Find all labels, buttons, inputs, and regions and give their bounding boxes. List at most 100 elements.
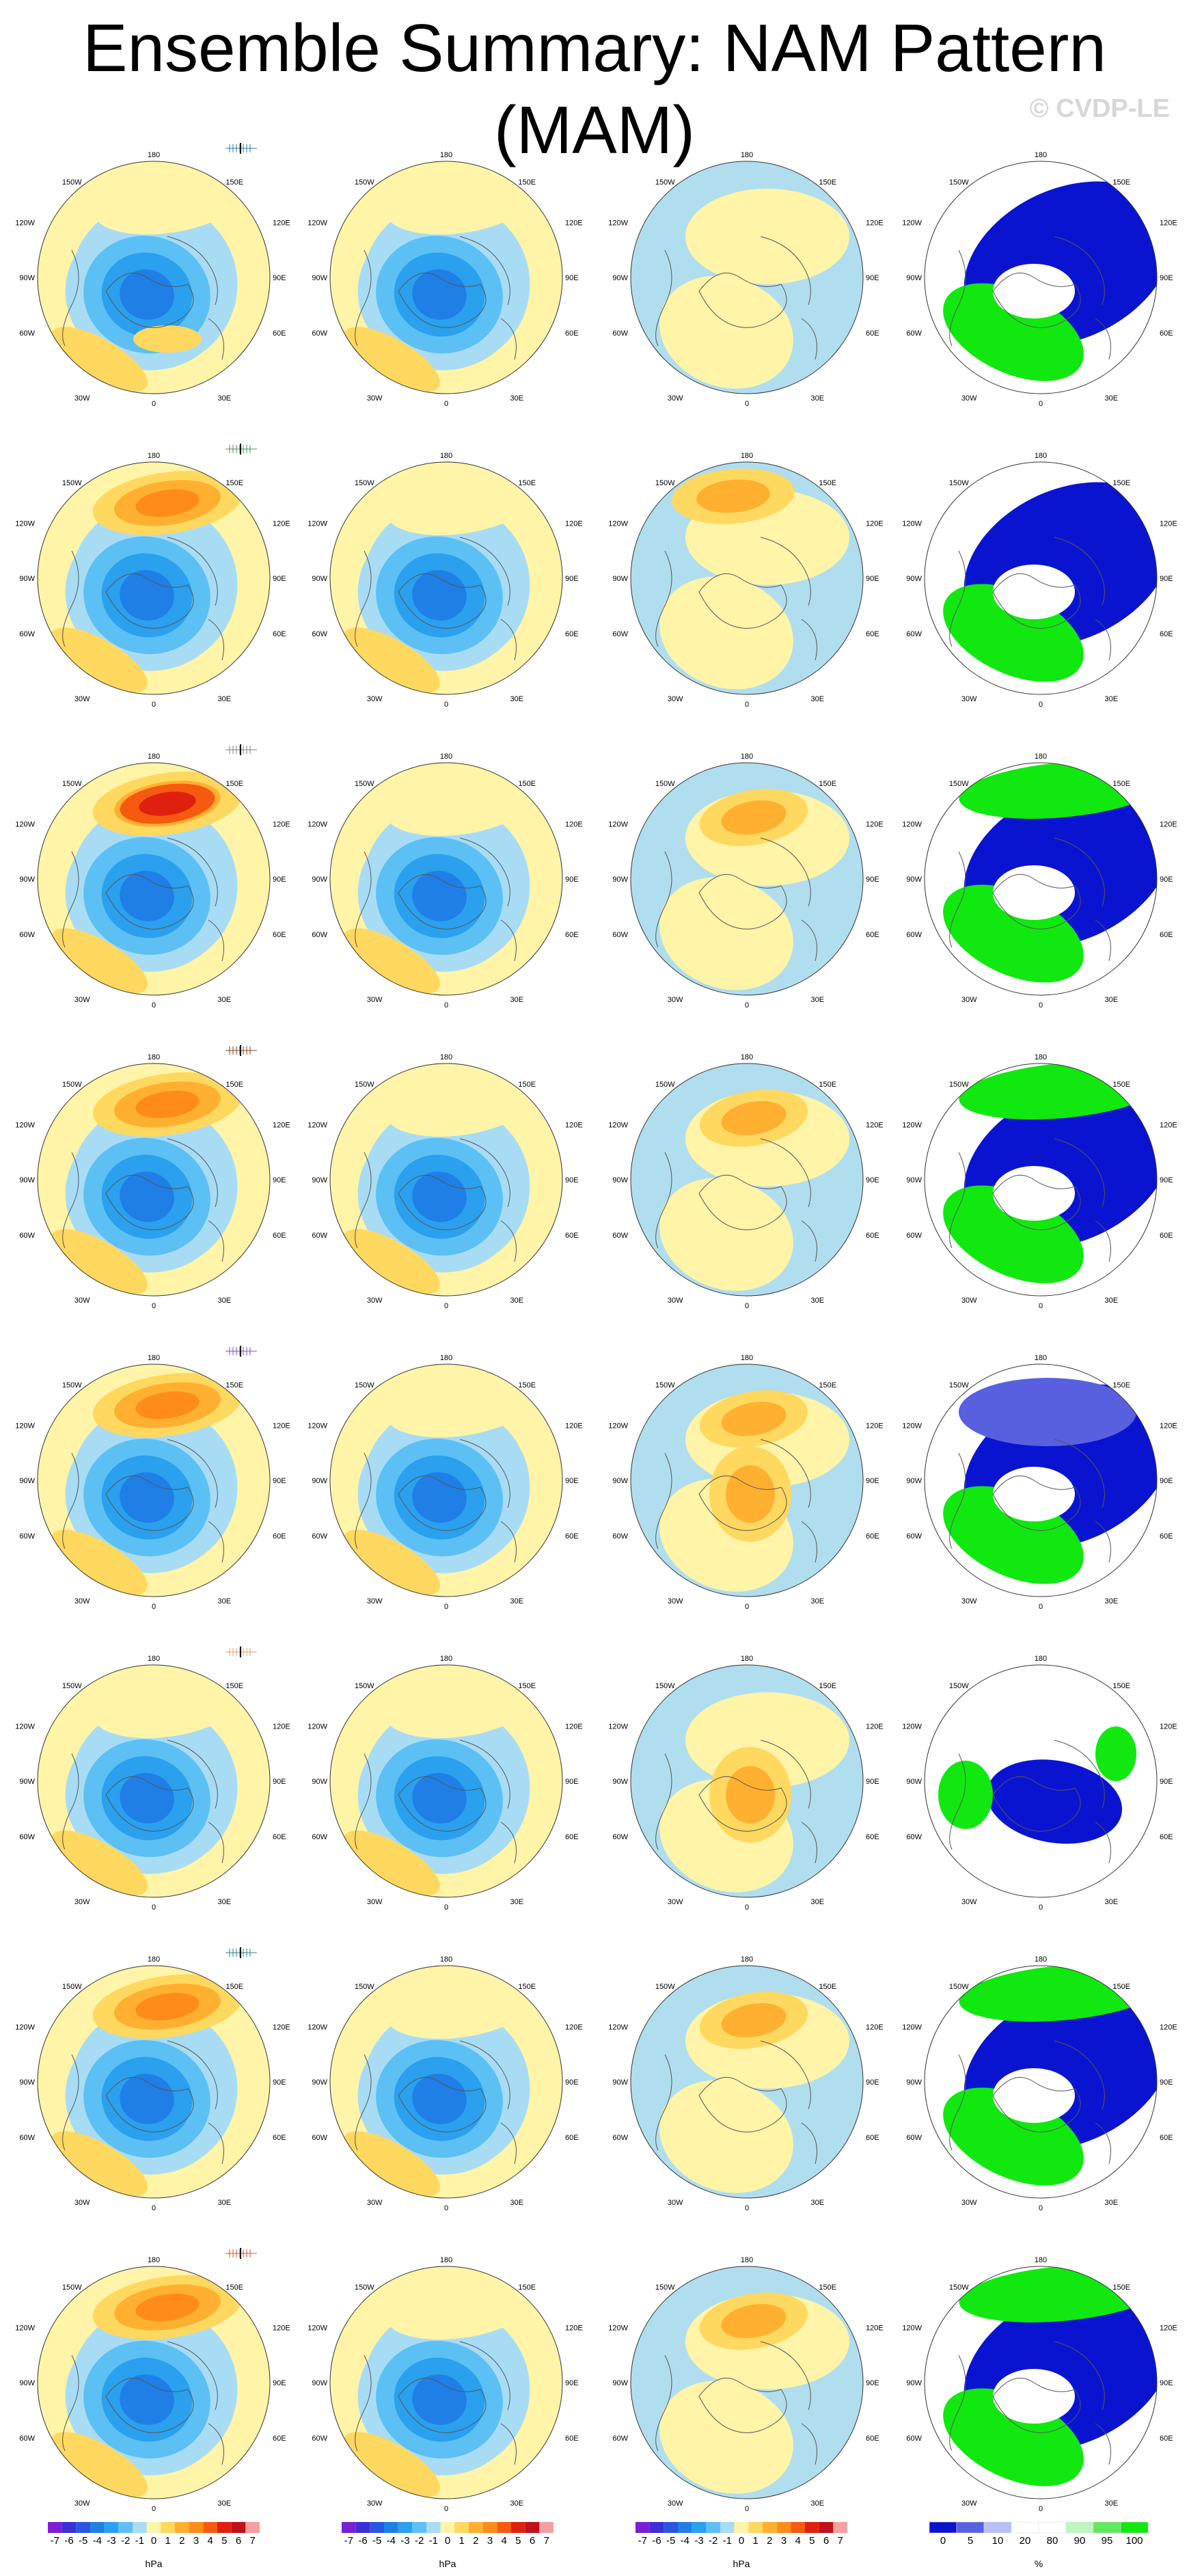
longitude-label: 60W	[19, 2435, 35, 2443]
longitude-label: 30W	[961, 1898, 977, 1906]
map-outline	[630, 1965, 864, 2199]
observations-map: 180 150W 150E 120W 120E 90W 90E 60W 60E 30W 30E 0	[308, 1955, 582, 2212]
longitude-label: 30W	[668, 394, 683, 403]
longitude-label: 30E	[218, 2199, 232, 2207]
longitude-label: 0	[444, 400, 448, 408]
longitude-label: 60W	[612, 931, 628, 939]
longitude-label: 60E	[565, 2435, 579, 2443]
contour-region	[986, 1759, 1123, 1844]
longitude-label: 150W	[62, 178, 82, 187]
colorbar-swatch	[175, 2522, 189, 2533]
map-outline	[630, 461, 864, 695]
observations-map: 180 150W 150E 120W 120E 90W 90E 60W 60E 30W 30E 0	[308, 1053, 582, 1310]
longitude-label: 60W	[612, 1532, 628, 1541]
longitude-label: 60W	[312, 2435, 327, 2443]
contour-region	[938, 1761, 993, 1829]
spread-whisker	[226, 1045, 257, 1056]
longitude-label: 120E	[1160, 1723, 1177, 1731]
longitude-label: 180	[1035, 1955, 1047, 1964]
longitude-label: 60W	[19, 1232, 35, 1240]
contour-region	[51, 1229, 148, 1294]
colorbar-tick-label: 6	[236, 2535, 241, 2547]
contour-region	[993, 1166, 1075, 1221]
rank-map: 180 150W 150E 120W 120E 90W 90E 60W 60E 30W 30E 0	[902, 151, 1177, 408]
colorbar-swatch	[398, 2522, 413, 2533]
colorbar-swatch	[355, 2522, 370, 2533]
rank-panel: 180 150W 150E 120W 120E 90W 90E 60W 60E 30W 30E 0	[895, 2232, 1182, 2532]
colorbar-tick-label: 2	[473, 2535, 478, 2547]
longitude-label: 90W	[612, 876, 628, 884]
longitude-label: 90E	[866, 575, 879, 583]
contour-region	[385, 771, 535, 837]
contour-region	[385, 170, 535, 235]
longitude-label: 0	[444, 1302, 448, 1310]
coastline	[355, 537, 517, 661]
longitude-label: 30E	[1105, 695, 1119, 703]
contour-region	[721, 1401, 787, 1437]
longitude-label: 90E	[565, 274, 579, 282]
coastline	[62, 2341, 224, 2465]
longitude-label: 30W	[74, 1297, 90, 1305]
longitude-label: 60E	[1160, 1532, 1173, 1541]
longitude-label: 60E	[565, 1532, 579, 1541]
contour-region	[51, 2131, 148, 2197]
longitude-label: 30E	[811, 2199, 825, 2207]
colorbar-tick-label: 1	[752, 2535, 758, 2547]
colorbar-tick-label: -4	[681, 2535, 689, 2547]
longitude-label: 30W	[961, 1597, 977, 1605]
longitude-label: 150W	[62, 2283, 82, 2292]
contour-region	[343, 627, 440, 693]
longitude-label: 60E	[1160, 931, 1173, 939]
longitude-label: 30E	[218, 1297, 232, 1305]
longitude-label: 150E	[226, 1983, 243, 1991]
contour-region	[343, 327, 440, 392]
contour-region	[726, 1766, 775, 1823]
longitude-label: 0	[152, 1903, 156, 1912]
longitude-label: 60W	[312, 329, 327, 338]
longitude-label: 120E	[866, 520, 884, 528]
observations-panel: 180 150W 150E 120W 120E 90W 90E 60W 60E 30W 30E 0	[301, 1630, 588, 1931]
longitude-label: 30E	[1105, 394, 1119, 403]
coastline	[62, 537, 224, 661]
longitude-label: 90W	[612, 1778, 628, 1786]
longitude-label: 60E	[1160, 1833, 1173, 1841]
colorbar-tick-label: 3	[487, 2535, 493, 2547]
longitude-label: 30W	[668, 1297, 683, 1305]
colorbar-swatch	[412, 2522, 426, 2533]
longitude-label: 120W	[308, 1723, 327, 1731]
page-title: Ensemble Summary: NAM Pattern (MAM)	[83, 10, 1106, 167]
colorbar-swatch	[426, 2522, 441, 2533]
colorbar-swatch	[956, 2521, 985, 2534]
colorbar-tick-label: 0	[940, 2535, 946, 2547]
difference-panel: 180 150W 150E 120W 120E 90W 90E 60W 60E 30W 30E 0	[601, 1630, 888, 1931]
longitude-label: 180	[440, 151, 452, 159]
contour-region	[343, 928, 440, 994]
longitude-label: 30W	[367, 695, 383, 703]
longitude-label: 30E	[510, 695, 524, 703]
coastline	[62, 837, 224, 962]
longitude-label: 120E	[565, 219, 583, 228]
longitude-label: 30W	[367, 1297, 383, 1305]
longitude-label: 30E	[1105, 996, 1119, 1004]
contour-region	[385, 1072, 535, 1137]
longitude-label: 30W	[961, 695, 977, 703]
coastline	[655, 1439, 817, 1563]
map-outline	[37, 1364, 271, 1597]
model-map: 180 150W 150E 120W 120E 90W 90E 60W 60E 30W 30E 0	[15, 1655, 290, 1912]
observations-map: 180 150W 150E 120W 120E 90W 90E 60W 60E 30W 30E 0	[308, 2256, 582, 2513]
colorbar-swatch	[734, 2522, 749, 2533]
coastline	[655, 837, 817, 962]
longitude-label: 90E	[273, 575, 286, 583]
longitude-label: 30W	[961, 2199, 977, 2207]
contour-region	[133, 325, 202, 353]
longitude-label: 150W	[655, 1081, 675, 1089]
longitude-label: 60W	[906, 1232, 922, 1240]
contour-region	[721, 1100, 787, 1136]
longitude-label: 120E	[565, 821, 583, 829]
longitude-label: 150W	[655, 780, 675, 788]
longitude-label: 90E	[273, 274, 286, 282]
longitude-label: 150W	[355, 1081, 374, 1089]
longitude-label: 150E	[518, 479, 536, 487]
longitude-label: 150E	[518, 178, 536, 187]
contour-region	[120, 2374, 174, 2425]
